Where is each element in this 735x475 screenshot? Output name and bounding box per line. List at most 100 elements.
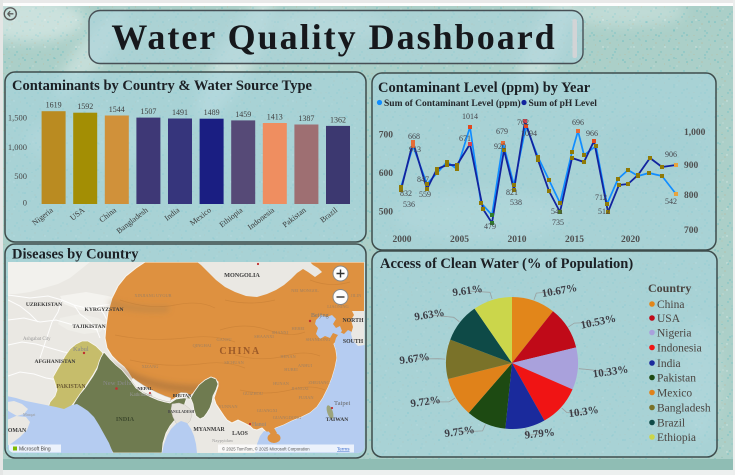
svg-text:541: 541	[551, 207, 563, 216]
svg-text:2015: 2015	[565, 235, 584, 245]
svg-text:Taipei: Taipei	[334, 400, 351, 407]
svg-text:2020: 2020	[621, 235, 640, 245]
svg-text:Mexico: Mexico	[657, 388, 692, 400]
svg-text:Masqat: Masqat	[23, 412, 36, 417]
svg-text:China: China	[657, 299, 684, 311]
svg-text:847: 847	[417, 175, 429, 184]
svg-text:1014: 1014	[462, 112, 478, 121]
svg-text:900: 900	[684, 161, 699, 171]
svg-text:1592: 1592	[77, 102, 93, 111]
svg-text:1544: 1544	[109, 105, 125, 114]
svg-text:Access of Clean Water (% of Po: Access of Clean Water (% of Population)	[380, 256, 633, 272]
svg-text:HUNAN: HUNAN	[273, 381, 290, 386]
svg-text:600: 600	[379, 169, 394, 179]
svg-text:700: 700	[684, 226, 699, 236]
svg-text:821: 821	[506, 188, 518, 197]
svg-text:Naypyidaw: Naypyidaw	[212, 438, 234, 443]
svg-text:696: 696	[572, 118, 584, 127]
svg-text:YUNNAN: YUNNAN	[218, 404, 238, 409]
svg-text:FUJIAN: FUJIAN	[298, 395, 314, 400]
svg-text:920: 920	[494, 142, 506, 151]
svg-text:671: 671	[459, 134, 471, 143]
svg-text:1491: 1491	[172, 108, 188, 117]
svg-text:2005: 2005	[450, 235, 469, 245]
svg-text:SOUTH: SOUTH	[343, 339, 364, 345]
svg-text:USA: USA	[657, 313, 681, 325]
svg-text:735: 735	[552, 218, 564, 227]
svg-text:UZBEKISTAN: UZBEKISTAN	[26, 302, 62, 308]
svg-text:© 2025 TomTom, © 2025 Microsof: © 2025 TomTom, © 2025 Microsoft Corporat…	[222, 447, 310, 452]
svg-text:712: 712	[595, 193, 607, 202]
svg-text:2010: 2010	[508, 235, 527, 245]
svg-text:SHANXI: SHANXI	[272, 330, 289, 335]
svg-text:966: 966	[586, 129, 598, 138]
svg-text:Indonesia: Indonesia	[657, 343, 702, 355]
svg-text:832: 832	[400, 189, 412, 198]
svg-text:1,000: 1,000	[684, 128, 706, 138]
svg-text:HEBEI: HEBEI	[292, 326, 305, 331]
svg-text:Pakistan: Pakistan	[657, 373, 696, 385]
svg-text:Hanoi: Hanoi	[252, 422, 267, 428]
svg-text:Water Quality Dashboard: Water Quality Dashboard	[111, 17, 556, 57]
svg-text:SHAANXI: SHAANXI	[254, 334, 274, 339]
svg-text:JILIN: JILIN	[351, 293, 362, 298]
svg-text:QINGHAI: QINGHAI	[193, 343, 212, 348]
svg-text:Kabul: Kabul	[73, 346, 89, 353]
svg-text:ANHUI: ANHUI	[298, 363, 313, 368]
svg-text:Beijing: Beijing	[311, 313, 329, 319]
svg-text:JIANGXI: JIANGXI	[291, 386, 309, 391]
svg-text:1362: 1362	[330, 115, 346, 124]
svg-text:668: 668	[408, 132, 420, 141]
svg-text:HENAN: HENAN	[280, 354, 296, 359]
svg-text:India: India	[657, 358, 681, 370]
svg-text:New Delhi: New Delhi	[103, 380, 132, 387]
svg-text:MONGOLIA: MONGOLIA	[224, 272, 260, 279]
svg-text:Sum of pH Level: Sum of pH Level	[529, 99, 598, 109]
svg-text:1,500: 1,500	[8, 113, 27, 123]
svg-text:1619: 1619	[46, 101, 62, 110]
svg-text:LIAONING: LIAONING	[327, 304, 349, 309]
svg-text:GUANGDONG: GUANGDONG	[273, 415, 302, 420]
svg-text:TAJIKISTAN: TAJIKISTAN	[72, 324, 105, 330]
svg-text:536: 536	[403, 200, 415, 209]
svg-text:CHINA: CHINA	[219, 346, 260, 357]
svg-text:700: 700	[379, 131, 394, 141]
svg-text:SICHUAN: SICHUAN	[224, 360, 244, 365]
svg-text:1094: 1094	[521, 129, 537, 138]
svg-text:2000: 2000	[393, 235, 412, 245]
svg-text:Microsoft Bing: Microsoft Bing	[19, 447, 51, 453]
svg-text:1,000: 1,000	[8, 142, 27, 152]
svg-text:762: 762	[517, 118, 529, 127]
svg-text:559: 559	[419, 190, 431, 199]
svg-text:512: 512	[598, 207, 610, 216]
svg-text:AFGHANISTAN: AFGHANISTAN	[35, 359, 76, 365]
svg-text:9.72%: 9.72%	[410, 394, 442, 410]
svg-text:TAIWAN: TAIWAN	[326, 417, 349, 423]
svg-text:10.3%: 10.3%	[568, 404, 600, 420]
svg-text:9.79%: 9.79%	[524, 426, 555, 441]
svg-text:OMAN: OMAN	[8, 428, 27, 434]
svg-text:INDIA: INDIA	[116, 416, 135, 423]
svg-text:ZHEJIANG: ZHEJIANG	[308, 380, 330, 385]
svg-text:HUBEI: HUBEI	[284, 367, 298, 372]
svg-text:9.61%: 9.61%	[452, 283, 484, 299]
svg-text:Bangladesh: Bangladesh	[657, 403, 711, 415]
svg-text:MYANMAR: MYANMAR	[193, 427, 225, 433]
svg-text:1507: 1507	[140, 107, 156, 116]
svg-text:BANGLADESH: BANGLADESH	[168, 410, 195, 414]
svg-text:800: 800	[684, 191, 699, 201]
svg-text:XIZANG: XIZANG	[142, 364, 160, 369]
svg-text:XINJIANG UYGUR: XINJIANG UYGUR	[134, 293, 171, 298]
svg-text:Ashgabat City: Ashgabat City	[23, 337, 51, 342]
svg-text:0: 0	[23, 198, 27, 208]
svg-text:LAOS: LAOS	[232, 431, 248, 437]
svg-text:Ethiopia: Ethiopia	[657, 432, 696, 444]
svg-text:GUIZHOU: GUIZHOU	[243, 391, 264, 396]
svg-text:542: 542	[665, 197, 677, 206]
svg-text:Contaminants by Country & Wate: Contaminants by Country & Water Source T…	[12, 78, 313, 94]
svg-text:NEI MONGOL: NEI MONGOL	[291, 288, 319, 293]
svg-text:538: 538	[510, 198, 522, 207]
svg-text:Sum of Contaminant Level (ppm): Sum of Contaminant Level (ppm)	[384, 98, 521, 109]
svg-text:500: 500	[14, 171, 27, 181]
svg-text:Brazil: Brazil	[657, 418, 685, 430]
